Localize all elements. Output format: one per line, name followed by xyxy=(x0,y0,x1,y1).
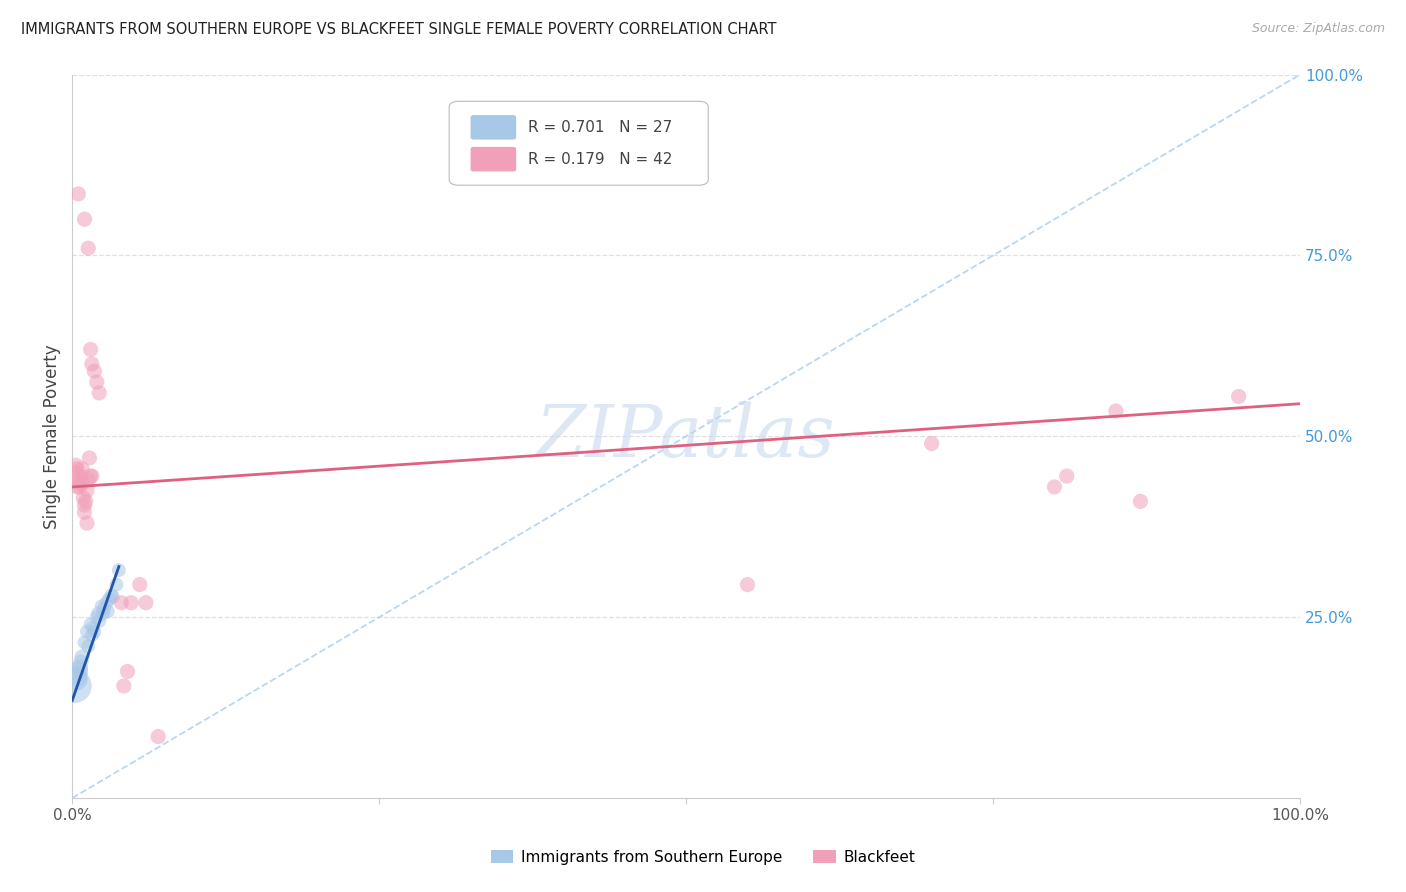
Text: IMMIGRANTS FROM SOUTHERN EUROPE VS BLACKFEET SINGLE FEMALE POVERTY CORRELATION C: IMMIGRANTS FROM SOUTHERN EUROPE VS BLACK… xyxy=(21,22,776,37)
Point xyxy=(100,589,122,603)
Point xyxy=(69,476,91,491)
Point xyxy=(69,469,91,483)
Point xyxy=(66,669,89,683)
Point xyxy=(75,494,97,508)
Point xyxy=(76,483,98,498)
Point xyxy=(120,596,142,610)
Point xyxy=(117,665,139,679)
Point xyxy=(105,577,128,591)
Point xyxy=(72,491,94,505)
Point xyxy=(87,607,110,621)
Point xyxy=(1043,480,1066,494)
Point xyxy=(1129,494,1152,508)
Point xyxy=(1227,390,1250,404)
Point xyxy=(737,577,759,591)
Point xyxy=(67,473,90,487)
Point xyxy=(73,212,96,227)
Point xyxy=(73,505,96,519)
FancyBboxPatch shape xyxy=(471,116,516,139)
Point xyxy=(69,655,91,669)
Point xyxy=(112,679,135,693)
Text: ZIPatlas: ZIPatlas xyxy=(536,401,837,472)
Point xyxy=(69,661,91,675)
Point xyxy=(77,473,100,487)
Point xyxy=(77,639,100,653)
Point xyxy=(90,599,112,614)
Point xyxy=(80,469,103,483)
Point xyxy=(91,607,114,621)
Text: R = 0.179   N = 42: R = 0.179 N = 42 xyxy=(527,152,672,167)
Point xyxy=(65,466,87,480)
Point xyxy=(69,480,91,494)
Point xyxy=(79,617,101,632)
Point xyxy=(108,563,131,577)
Point xyxy=(79,450,101,465)
Point xyxy=(83,624,105,639)
Legend: Immigrants from Southern Europe, Blackfeet: Immigrants from Southern Europe, Blackfe… xyxy=(485,844,921,871)
FancyBboxPatch shape xyxy=(471,147,516,170)
Point xyxy=(79,343,101,357)
Point xyxy=(73,498,96,512)
Point xyxy=(96,596,118,610)
Point xyxy=(63,679,86,693)
Point xyxy=(86,610,108,624)
Point xyxy=(79,469,101,483)
Text: R = 0.701   N = 27: R = 0.701 N = 27 xyxy=(527,120,672,135)
Point xyxy=(97,604,120,618)
Point xyxy=(70,476,93,491)
Point xyxy=(65,672,87,686)
Point xyxy=(76,624,98,639)
Point xyxy=(67,186,90,201)
Point xyxy=(89,385,111,400)
Y-axis label: Single Female Poverty: Single Female Poverty xyxy=(44,344,60,529)
Point xyxy=(98,592,121,607)
Text: Source: ZipAtlas.com: Source: ZipAtlas.com xyxy=(1251,22,1385,36)
Point xyxy=(80,357,103,371)
Point xyxy=(135,596,157,610)
Point xyxy=(110,596,132,610)
Point xyxy=(70,650,93,665)
Point xyxy=(80,628,103,642)
Point xyxy=(76,516,98,530)
Point xyxy=(77,241,100,255)
Point xyxy=(86,375,108,389)
Point xyxy=(128,577,150,591)
Point xyxy=(148,730,170,744)
Point xyxy=(93,601,115,615)
Point xyxy=(66,462,89,476)
Point xyxy=(70,462,93,476)
Point xyxy=(82,621,104,635)
Point xyxy=(921,436,943,450)
Point xyxy=(83,364,105,378)
Point xyxy=(1056,469,1078,483)
Point xyxy=(1105,404,1128,418)
Point xyxy=(89,614,111,628)
Point xyxy=(101,590,124,604)
Point xyxy=(73,635,96,649)
FancyBboxPatch shape xyxy=(449,102,709,186)
Point xyxy=(67,665,90,679)
Point xyxy=(65,458,87,473)
Point xyxy=(66,480,89,494)
